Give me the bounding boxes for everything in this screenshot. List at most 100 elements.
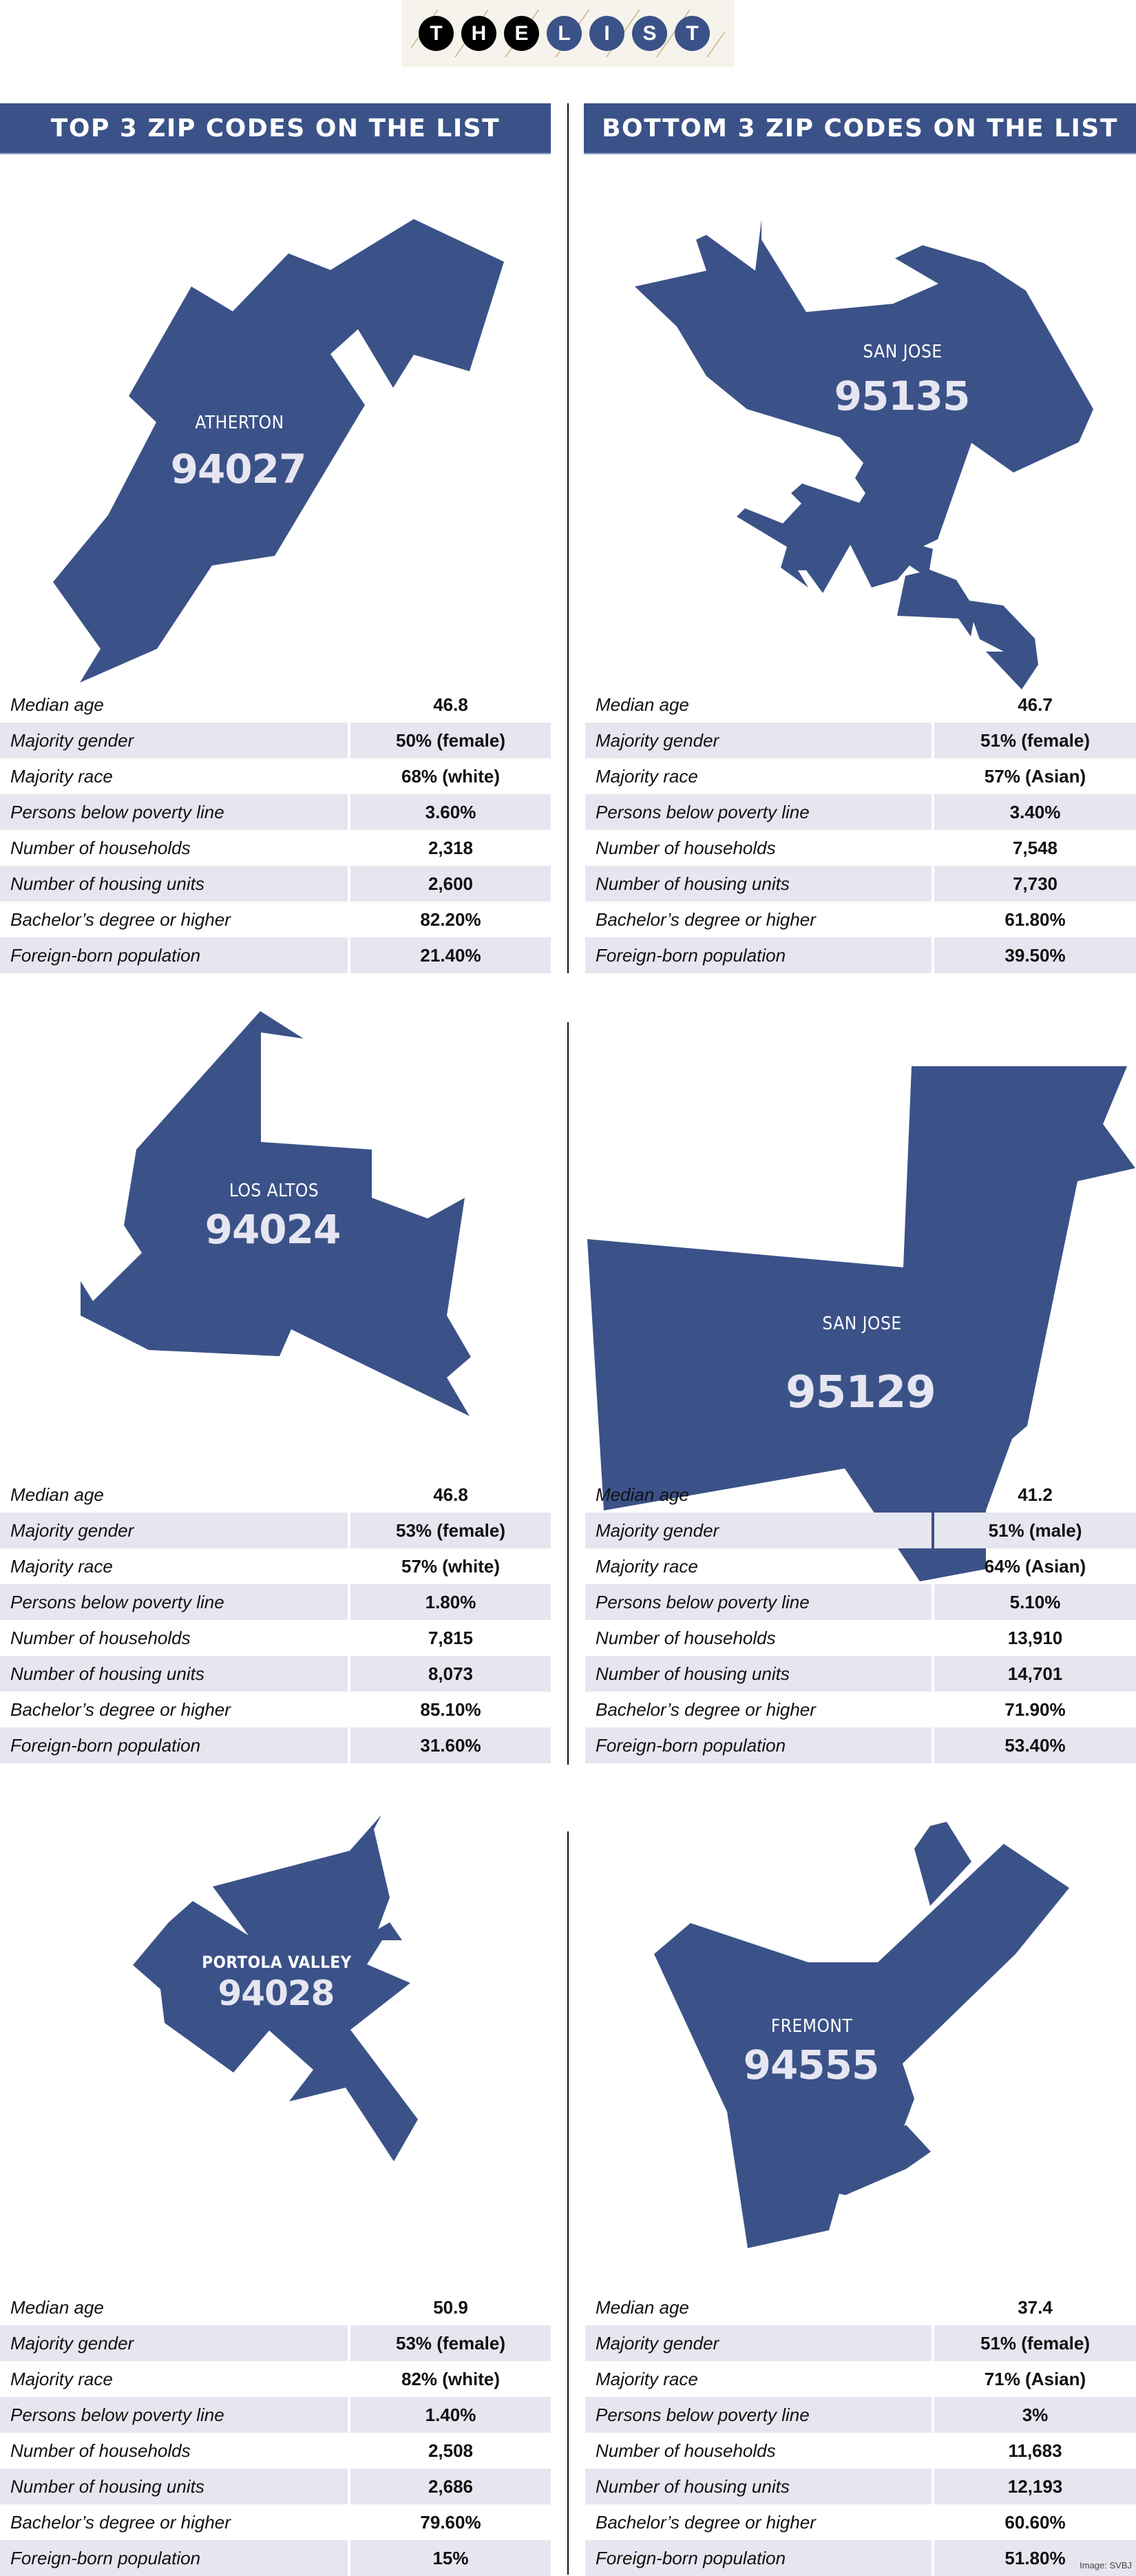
stat-value: 71% (Asian) (984, 2368, 1086, 2389)
stat-value: 64% (Asian) (984, 1555, 1086, 1577)
table-row: Foreign-born population 31.60% (0, 1727, 551, 1763)
stat-value: 50% (female) (350, 723, 551, 758)
stat-label: Majority race (10, 1555, 113, 1577)
stat-label: Foreign-born population (0, 937, 348, 973)
zip-code: 94027 (171, 446, 306, 492)
logo-letter-t: T (419, 16, 454, 51)
logo-border (725, 0, 735, 67)
stat-value: 37.4 (1018, 2296, 1053, 2318)
zip-code: 95129 (786, 1367, 936, 1418)
fremont-shape (654, 1844, 1069, 2248)
city-name: FREMONT (771, 2016, 853, 2037)
table-row: Number of housing units 14,701 (585, 1656, 1136, 1692)
table-row: Bachelor’s degree or higher 60.60% (585, 2504, 1136, 2540)
table-row: Foreign-born population 39.50% (585, 937, 1136, 973)
stat-value: 46.8 (433, 1484, 468, 1505)
table-row: Median age 50.9 (0, 2289, 551, 2325)
stat-value: 51.80% (934, 2540, 1136, 2576)
stat-label: Median age (10, 2296, 104, 2318)
stat-label: Bachelor’s degree or higher (596, 1699, 816, 1720)
table-row: Majority gender 50% (female) (0, 723, 551, 758)
logo-letter-e: E (504, 16, 539, 51)
map-atherton-94027: ATHERTON 94027 (53, 219, 504, 683)
table-row: Persons below poverty line 1.80% (0, 1584, 551, 1620)
table-row: Foreign-born population 53.40% (585, 1727, 1136, 1763)
stat-value: 8,073 (350, 1656, 551, 1692)
stats-table-portola-valley: Median age 50.9 Majority gender 53% (femal… (0, 2289, 551, 2576)
map-los-altos-94024: LOS ALTOS 94024 (81, 1011, 471, 1416)
stat-value: 31.60% (350, 1727, 551, 1763)
stat-value: 7,815 (428, 1627, 474, 1648)
column-divider (567, 1022, 569, 1765)
stats-table-los-altos: Median age 46.8 Majority gender 53% (femal… (0, 1477, 551, 1763)
table-row: Majority race 57% (Asian) (585, 758, 1136, 794)
stat-value: 2,600 (350, 866, 551, 902)
stat-label: Majority gender (0, 2325, 348, 2361)
stat-label: Foreign-born population (585, 2540, 932, 2576)
table-row: Number of housing units 7,730 (585, 866, 1136, 902)
stats-table-san-jose-95129: Median age 41.2 Majority gender 51% (male)… (585, 1477, 1136, 1763)
the-list-logo: T H E L I S T (401, 0, 735, 67)
stat-value: 68% (white) (401, 765, 501, 787)
stat-value: 82.20% (420, 908, 481, 930)
image-credit: Image: SVBJ (1080, 2560, 1132, 2570)
table-row: Median age 46.8 (0, 1477, 551, 1513)
stat-label: Number of housing units (585, 1656, 932, 1692)
stat-value: 51% (female) (934, 2325, 1136, 2361)
table-row: Majority gender 53% (female) (0, 2325, 551, 2361)
stat-label: Number of households (596, 1627, 776, 1648)
logo-letter-i: I (589, 16, 624, 51)
stat-label: Majority gender (585, 2325, 932, 2361)
stat-label: Majority race (596, 1555, 698, 1577)
table-row: Number of housing units 2,600 (0, 866, 551, 902)
table-row: Number of households 2,508 (0, 2433, 551, 2469)
stat-label: Median age (596, 2296, 689, 2318)
logo-letter-l: L (547, 16, 582, 51)
stat-label: Median age (596, 1484, 689, 1505)
stat-value: 39.50% (934, 937, 1136, 973)
stat-label: Median age (10, 694, 104, 715)
stat-value: 7,548 (1012, 837, 1058, 858)
stat-value: 15% (350, 2540, 551, 2576)
stat-value: 46.7 (1018, 694, 1053, 715)
atherton-shape (53, 219, 504, 683)
table-row: Foreign-born population 15% (0, 2540, 551, 2576)
table-row: Persons below poverty line 5.10% (585, 1584, 1136, 1620)
stat-value: 57% (Asian) (984, 765, 1086, 787)
top-zip-codes-header: TOP 3 ZIP CODES ON THE LIST (0, 103, 551, 154)
table-row: Median age 46.7 (585, 687, 1136, 723)
zip-code: 94024 (205, 1206, 341, 1253)
stat-label: Persons below poverty line (0, 1584, 348, 1620)
stat-label: Foreign-born population (0, 1727, 348, 1763)
city-name: PORTOLA VALLEY (202, 1953, 351, 1972)
table-row: Median age 46.8 (0, 687, 551, 723)
stat-value: 14,701 (934, 1656, 1136, 1692)
zip-code: 94028 (218, 1973, 335, 2013)
stat-label: Bachelor’s degree or higher (596, 2511, 816, 2533)
stat-label: Foreign-born population (0, 2540, 348, 2576)
table-row: Majority race 82% (white) (0, 2361, 551, 2397)
table-row: Bachelor’s degree or higher 71.90% (585, 1692, 1136, 1727)
table-row: Majority gender 51% (male) (585, 1513, 1136, 1548)
stat-label: Number of households (10, 837, 191, 858)
stat-value: 41.2 (1018, 1484, 1053, 1505)
stat-value: 53.40% (934, 1727, 1136, 1763)
stat-label: Majority race (10, 765, 113, 787)
stat-label: Bachelor’s degree or higher (10, 908, 231, 930)
stat-value: 13,910 (1007, 1627, 1063, 1648)
map-fremont-94555: FREMONT 94555 (654, 1822, 1069, 2248)
stats-table-fremont: Median age 37.4 Majority gender 51% (femal… (585, 2289, 1136, 2576)
city-name: LOS ALTOS (229, 1181, 319, 1201)
table-row: Number of households 7,548 (585, 830, 1136, 866)
map-portola-valley-94028: PORTOLA VALLEY 94028 (133, 1815, 418, 2161)
bottom-zip-codes-header: BOTTOM 3 ZIP CODES ON THE LIST (584, 103, 1136, 154)
fremont-shape-small (914, 1822, 971, 1906)
table-row: Median age 37.4 (585, 2289, 1136, 2325)
stat-value: 21.40% (350, 937, 551, 973)
table-row: Number of housing units 2,686 (0, 2469, 551, 2504)
table-row: Number of housing units 8,073 (0, 1656, 551, 1692)
stat-value: 53% (female) (350, 1513, 551, 1548)
logo-letter-t2: T (675, 16, 710, 51)
table-row: Foreign-born population 21.40% (0, 937, 551, 973)
stat-label: Persons below poverty line (585, 1584, 932, 1620)
